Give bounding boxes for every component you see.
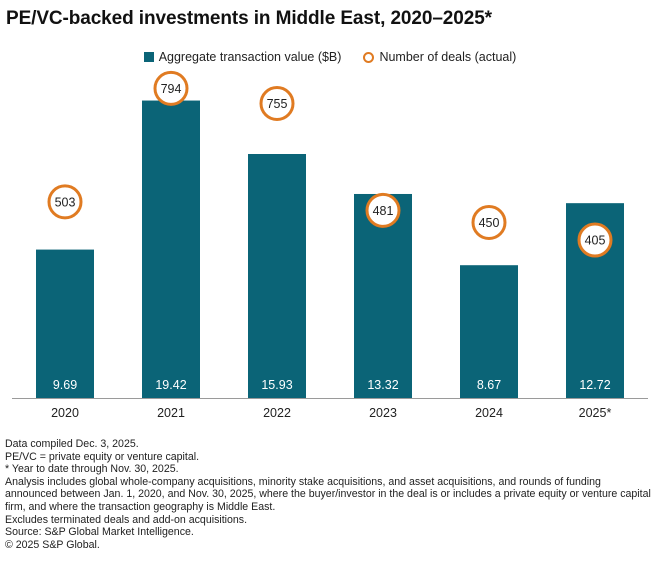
note-ytd: * Year to date through Nov. 30, 2025. [5,463,179,476]
deals-marker [471,205,507,240]
bar-value-label: 13.32 [367,378,398,392]
footnotes: Data compiled Dec. 3, 2025. PE/VC = priv… [5,438,655,551]
legend-bar-swatch [143,52,154,62]
bar-2024 [460,265,518,398]
bar-value-label: 19.42 [155,378,186,392]
bar-value-label: 8.67 [477,378,501,392]
bar-value-label: 15.93 [261,378,292,392]
deals-value-label: 450 [479,216,500,230]
x-tick-label: 2020 [51,406,79,420]
bar-value-label: 9.69 [53,378,77,392]
deals-value-label: 755 [267,97,288,111]
deals-marker [365,192,401,228]
x-tick-label: 2022 [263,406,291,420]
legend: Aggregate transaction value ($B) Number … [0,50,660,64]
note-copyright: © 2025 S&P Global. [5,538,100,551]
legend-item-deals: Number of deals (actual) [363,50,516,64]
legend-circle-icon [363,51,375,63]
x-tick-label: 2021 [157,406,185,420]
legend-deals-label: Number of deals (actual) [379,50,517,64]
note-compiled: Data compiled Dec. 3, 2025. [5,438,139,450]
x-tick-label: 2025* [579,406,612,420]
bar-2021 [142,100,200,398]
deals-marker [153,70,189,106]
legend-item-value: Aggregate transaction value ($B) [143,50,342,64]
note-analysis: Analysis includes global whole-company a… [5,475,651,513]
deals-marker [47,184,83,220]
note-exclusions: Excludes terminated deals and add-on acq… [5,513,248,526]
chart-plot: 9.69 2020 503 19.42 2021 794 15.93 2022 755 13.32… [12,70,648,420]
bar-2020 [36,249,94,398]
bar-2022 [248,153,306,398]
deals-marker [577,222,613,258]
legend-bar-label: Aggregate transaction value ($B) [158,50,342,64]
x-tick-label: 2023 [369,406,397,420]
deals-value-label: 794 [161,82,182,96]
deals-value-label: 503 [55,195,76,209]
bar-2023 [354,193,412,398]
chart-title: PE/VC-backed investments in Middle East,… [6,8,492,29]
note-source: Source: S&P Global Market Intelligence. [5,526,194,539]
bar-value-label: 12.72 [579,378,610,392]
x-tick-label: 2024 [475,406,503,420]
deals-value-label: 481 [373,204,394,218]
deals-marker [259,86,295,122]
deals-value-label: 405 [585,234,606,248]
note-definition: PE/VC = private equity or venture capita… [5,450,200,463]
